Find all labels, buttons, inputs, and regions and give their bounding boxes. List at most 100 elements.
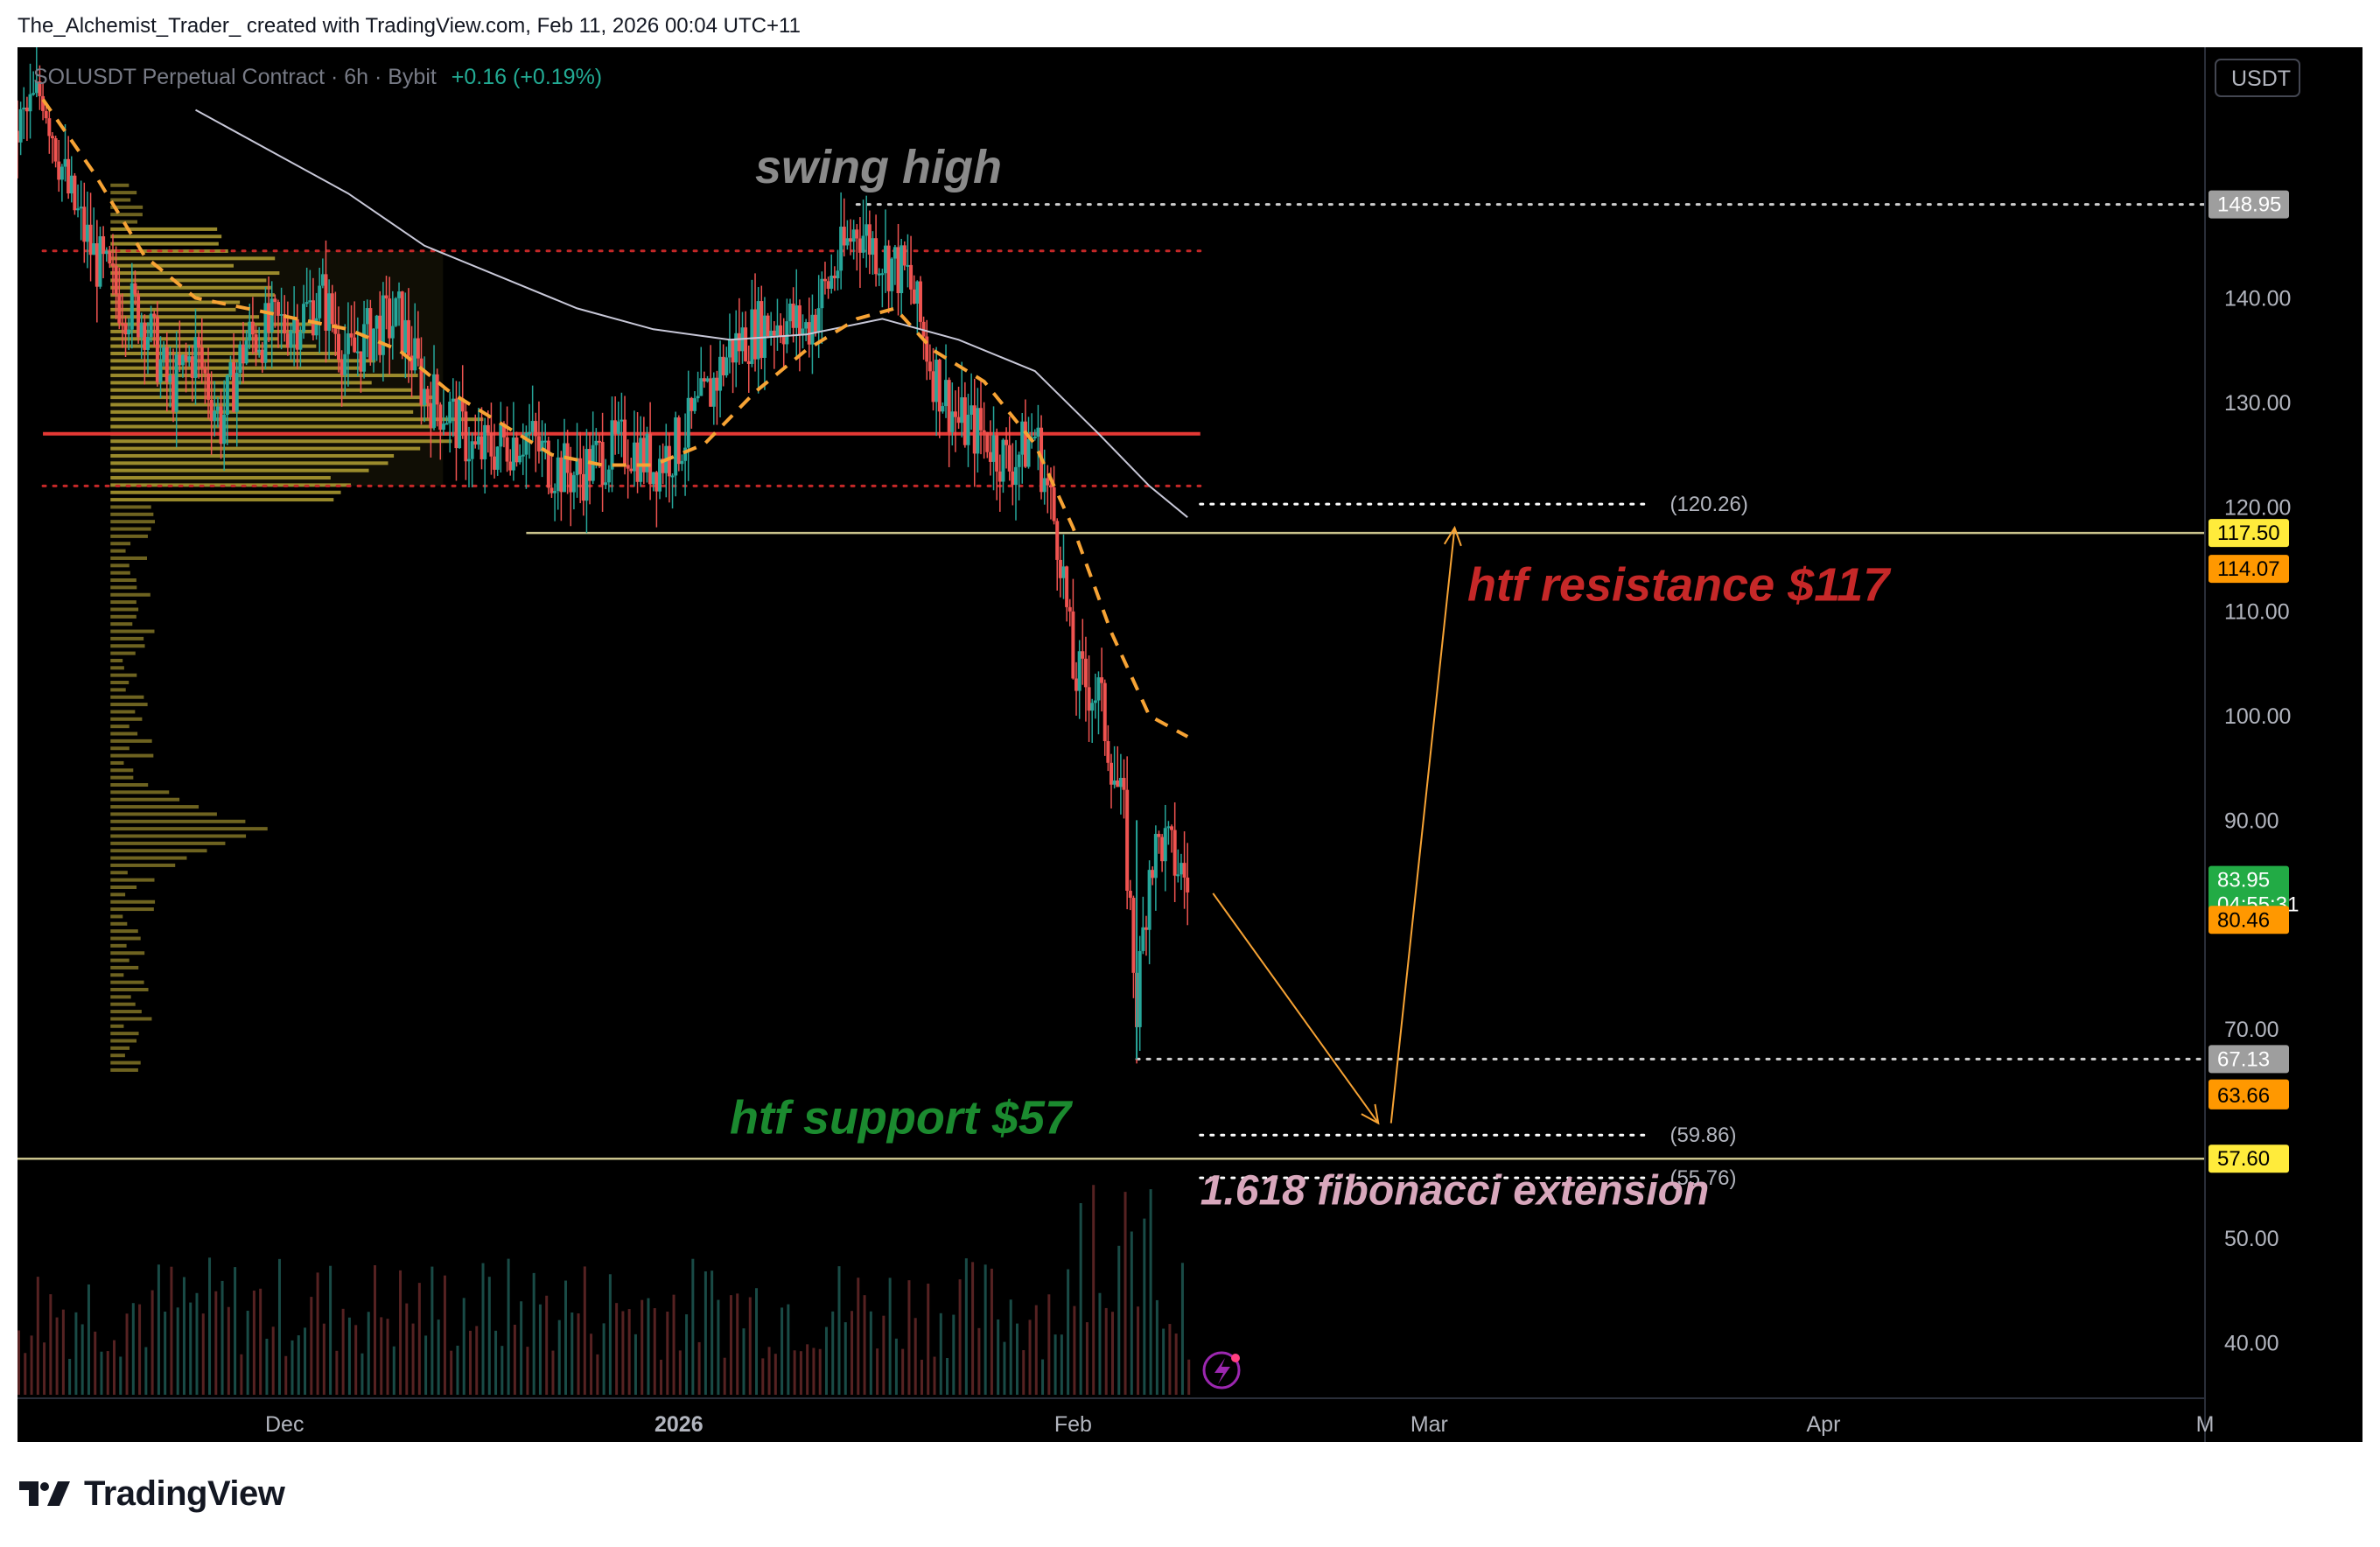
candle-body (390, 326, 395, 339)
volume-bar (74, 1312, 78, 1395)
candle-body (248, 321, 252, 341)
price-tag-label: 148.95 (2217, 193, 2281, 217)
candle-body (28, 94, 32, 112)
volume-bar (507, 1258, 510, 1395)
volume-profile-row (110, 827, 268, 831)
volume-bars (18, 1185, 1191, 1395)
volume-profile-row (110, 234, 222, 239)
candle-body (180, 354, 185, 366)
volume-bar (424, 1335, 428, 1395)
candle-body (569, 472, 573, 493)
level-label-fib-55: (55.76) (1670, 1166, 1736, 1190)
candle-body (925, 336, 929, 362)
candle-body (906, 264, 910, 267)
volume-bar (1034, 1305, 1038, 1395)
volume-bar (964, 1258, 968, 1395)
volume-profile-row (110, 396, 436, 400)
volume-profile-row (110, 805, 200, 809)
volume-bar (729, 1295, 732, 1395)
volume-bar (1155, 1299, 1158, 1395)
candle-body (1151, 870, 1155, 878)
volume-bar (647, 1298, 650, 1395)
candle-body (353, 337, 357, 353)
volume-profile-row (110, 783, 149, 788)
candle-body (34, 81, 38, 94)
volume-bar (94, 1331, 97, 1395)
candle-body (511, 438, 515, 471)
volume-bar (888, 1278, 892, 1395)
price-chart[interactable]: (120.26) (59.86) (55.76) swing high htf res… (18, 47, 2362, 1442)
y-tick-label: 90.00 (2224, 808, 2279, 833)
candle-body (518, 455, 522, 463)
volume-profile-row (110, 644, 145, 648)
volume-bar (920, 1359, 923, 1395)
projection-arrows (1212, 525, 1462, 1125)
candle-body (423, 388, 427, 405)
volume-bar (1079, 1202, 1082, 1395)
candle-body (63, 158, 67, 167)
volume-bar (24, 1353, 27, 1395)
candle-body (123, 323, 128, 335)
candle-body (737, 332, 741, 352)
candle-body (285, 333, 290, 348)
candle-body (610, 420, 614, 470)
volume-profile-row (110, 973, 124, 977)
candle-body (355, 351, 360, 354)
volume-profile-row (110, 483, 351, 487)
volume-bar (946, 1357, 949, 1395)
volume-bar (1047, 1294, 1051, 1395)
volume-profile-row (110, 732, 138, 736)
volume-bar (68, 1358, 72, 1395)
candle-body (499, 424, 503, 447)
volume-bar (1067, 1269, 1070, 1395)
candle-body (273, 298, 277, 303)
volume-bar (869, 1311, 872, 1395)
candle-body (108, 250, 112, 264)
volume-bar (990, 1268, 993, 1395)
candle-body (1065, 566, 1069, 607)
candle-body (98, 236, 102, 287)
volume-profile-row (110, 622, 133, 626)
candle-body (263, 303, 268, 363)
candle-body (794, 304, 799, 328)
volume-profile-row (110, 242, 219, 246)
candle-body (785, 321, 789, 345)
volume-profile (110, 183, 484, 1072)
candle-body (1179, 863, 1183, 875)
candle-body (820, 278, 824, 309)
volume-profile-row (110, 439, 452, 444)
volume-bar (335, 1350, 339, 1395)
volume-bar (316, 1272, 319, 1395)
moving-averages (41, 98, 1189, 738)
candle-body (836, 270, 840, 279)
candle-body (944, 380, 948, 407)
candle-body (947, 380, 951, 432)
chart-frame[interactable]: (120.26) (59.86) (55.76) swing high htf res… (18, 47, 2362, 1442)
volume-profile-row (110, 951, 145, 956)
candle-body (486, 424, 490, 433)
candle-body (172, 375, 176, 412)
candle-body (283, 313, 287, 334)
candle-body (493, 456, 497, 470)
volume-profile-row (110, 775, 134, 780)
volume-profile-row (110, 746, 130, 751)
volume-bar (583, 1266, 586, 1395)
candle-body (606, 469, 611, 483)
candle-body (1071, 611, 1075, 679)
candle-body (384, 295, 388, 299)
candle-body (1013, 466, 1018, 486)
candle-body (394, 298, 398, 326)
candle-body (1116, 780, 1120, 788)
candle-body (460, 398, 465, 412)
symbol-legend[interactable]: SOLUSDT Perpetual Contract · 6h · Bybit … (33, 65, 602, 90)
candle-body (254, 334, 258, 353)
volume-bar (952, 1314, 956, 1395)
volume-profile-row (110, 856, 187, 860)
candle-body (197, 337, 201, 347)
currency-box (2215, 59, 2300, 97)
volume-bar (1098, 1292, 1102, 1395)
volume-profile-row (110, 285, 271, 290)
candle-body (791, 303, 795, 328)
candle-body (1081, 651, 1085, 659)
volume-profile-row (110, 592, 150, 597)
